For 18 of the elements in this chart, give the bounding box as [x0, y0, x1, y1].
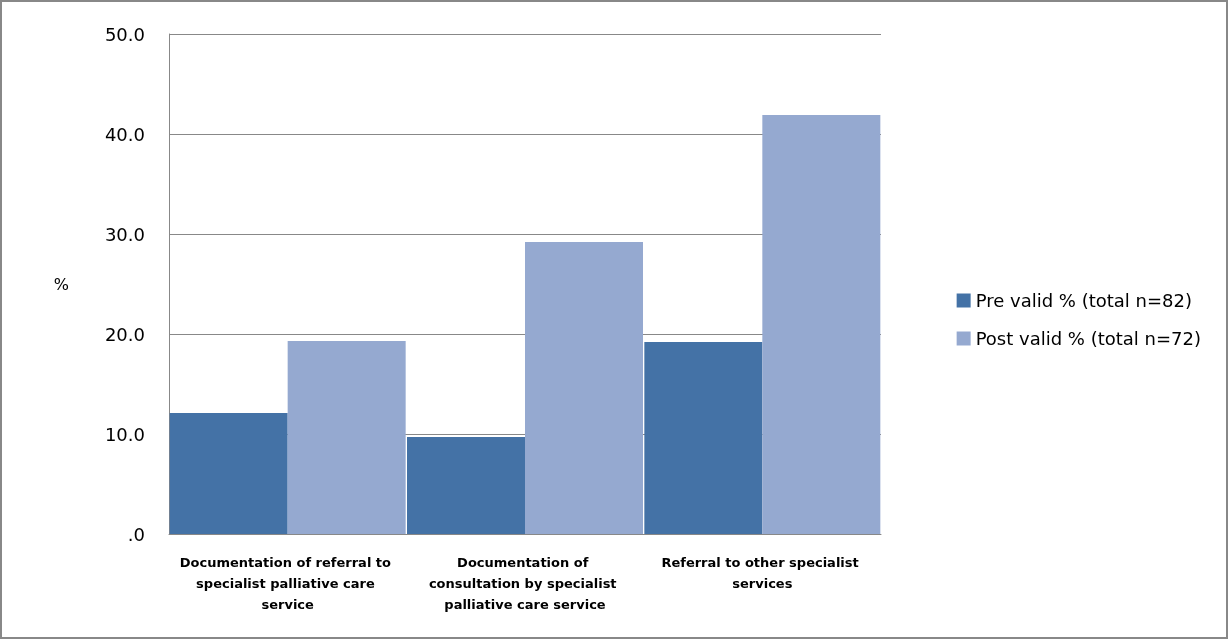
bar [407, 437, 525, 534]
y-tick-label: 10.0 [104, 423, 145, 445]
y-tick-label: 50.0 [104, 23, 145, 45]
y-tick-label: 20.0 [104, 323, 145, 345]
x-tick-label: Referral to other specialist services [661, 555, 864, 591]
y-tick-label: 40.0 [104, 123, 145, 145]
y-axis-title: % [53, 274, 69, 294]
legend-label: Post valid % (total n=72) [975, 328, 1202, 349]
bar [169, 413, 288, 534]
bar [287, 341, 406, 534]
bar [762, 115, 881, 534]
bar [525, 242, 643, 534]
x-tick-label: Documentation of referral to specialist palliative care service [179, 555, 396, 612]
bar [644, 342, 763, 534]
legend-label: Pre valid % (total n=82) [975, 290, 1192, 311]
x-tick-label: Documentation of consultation by specialist palliative care service [428, 555, 622, 612]
y-tick-label: 30.0 [104, 223, 145, 245]
y-tick-label: .0 [127, 523, 145, 545]
